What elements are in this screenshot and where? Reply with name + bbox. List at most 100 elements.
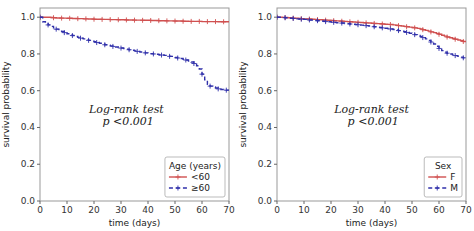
x-tick (175, 201, 176, 204)
censor-mark (213, 19, 218, 24)
censor-mark (388, 26, 393, 31)
censor-mark (140, 18, 145, 23)
censor-mark (94, 40, 99, 45)
censor-mark (428, 29, 433, 34)
y-tick (274, 201, 277, 202)
survival-curve (277, 17, 466, 58)
censor-mark (307, 17, 312, 22)
censor-mark (356, 22, 361, 27)
censor-mark (315, 18, 320, 23)
censor-mark (200, 72, 205, 77)
censor-mark (181, 19, 186, 24)
censor-mark (86, 38, 91, 43)
x-tick-label: 20 (88, 205, 100, 215)
censor-mark (183, 58, 188, 63)
censor-mark (164, 18, 169, 23)
censor-mark (445, 51, 450, 56)
censor-mark (175, 55, 180, 60)
censor-mark (135, 49, 140, 54)
censor-mark (205, 19, 210, 24)
y-tick-label: 0.0 (258, 196, 273, 206)
censor-mark (191, 61, 196, 66)
y-tick (37, 164, 40, 165)
legend: SexFM (424, 157, 462, 197)
censor-mark (40, 15, 43, 20)
y-tick (274, 90, 277, 91)
censor-mark (173, 19, 178, 24)
x-tick-label: 40 (142, 205, 154, 215)
y-tick-label: 0.0 (21, 196, 36, 206)
censor-mark (331, 20, 336, 25)
panel: 0102030405060700.00.20.40.60.81.0time (d… (1, 8, 235, 228)
x-tick (94, 201, 95, 204)
censor-mark (420, 27, 425, 32)
x-tick-label: 60 (196, 205, 208, 215)
censor-mark (78, 36, 83, 41)
censor-mark (372, 24, 377, 29)
censor-mark (224, 88, 229, 93)
censor-mark (75, 16, 80, 21)
x-axis-label: time (days) (346, 218, 397, 228)
y-tick-label: 1.0 (258, 12, 273, 22)
x-tick-label: 30 (352, 205, 364, 215)
y-tick-label: 0.8 (21, 49, 36, 59)
x-tick-label: 20 (325, 205, 337, 215)
y-tick (274, 53, 277, 54)
x-tick (412, 201, 413, 204)
plot-frame (40, 8, 229, 201)
legend-label: M (450, 183, 458, 193)
censor-mark (159, 53, 164, 58)
censor-mark (461, 39, 466, 44)
censor-mark (70, 33, 75, 38)
censor-mark (54, 27, 59, 32)
censor-mark (151, 51, 156, 56)
censor-mark (307, 17, 312, 22)
censor-mark (277, 15, 280, 20)
x-tick-label: 0 (37, 205, 43, 215)
y-tick-label: 0.8 (258, 49, 273, 59)
x-axis-label: time (days) (109, 218, 160, 228)
x-tick-label: 50 (169, 205, 181, 215)
plot-area (40, 15, 229, 93)
censor-mark (412, 32, 417, 37)
figure: 0102030405060700.00.20.40.60.81.0time (d… (0, 0, 474, 231)
legend-frame (165, 157, 225, 197)
censor-mark (102, 42, 107, 47)
censor-mark (221, 19, 226, 24)
censor-mark (143, 50, 148, 55)
censor-mark (108, 17, 113, 22)
censor-mark (132, 18, 137, 23)
x-tick (148, 201, 149, 204)
censor-mark (420, 35, 425, 40)
y-tick (37, 90, 40, 91)
censor-mark (119, 46, 124, 51)
censor-mark (116, 17, 121, 22)
x-tick-label: 50 (406, 205, 418, 215)
censor-mark (156, 18, 161, 23)
legend-label: ≥60 (191, 183, 210, 193)
censor-mark (110, 44, 115, 49)
x-tick (202, 201, 203, 204)
y-tick (274, 127, 277, 128)
x-tick-label: 70 (223, 205, 235, 215)
legend-marker (435, 175, 440, 180)
survival-curve (40, 17, 229, 91)
x-tick-label: 60 (433, 205, 445, 215)
plot-area (277, 15, 466, 61)
x-tick (358, 201, 359, 204)
censor-mark (380, 25, 385, 30)
censor-mark (92, 17, 97, 22)
y-tick-label: 0.2 (258, 159, 272, 169)
annotation-line: p <0.001 (99, 115, 154, 128)
censor-mark (62, 30, 67, 35)
legend-marker (435, 186, 440, 191)
x-tick (466, 201, 467, 204)
censor-mark (291, 16, 296, 21)
y-tick (274, 17, 277, 18)
legend: Age (years)<60≥60 (165, 157, 225, 197)
x-tick-label: 10 (61, 205, 73, 215)
x-tick (229, 201, 230, 204)
censor-mark (59, 16, 64, 21)
censor-mark (396, 28, 401, 33)
y-tick-label: 0.4 (258, 122, 273, 132)
